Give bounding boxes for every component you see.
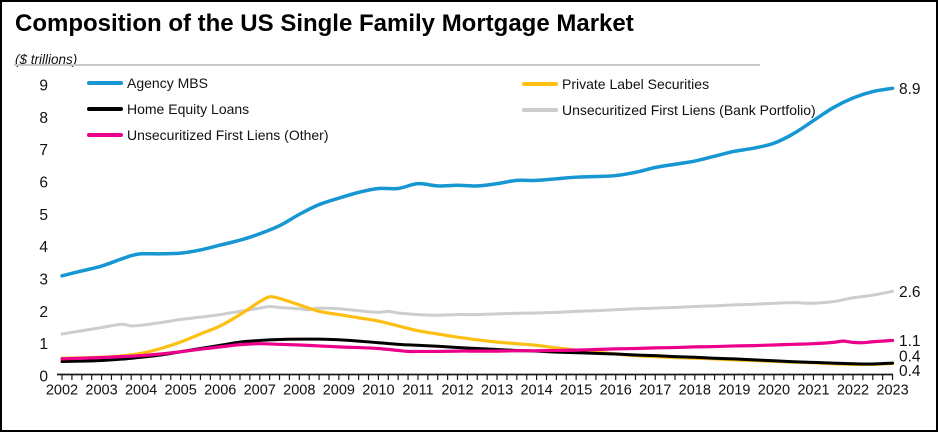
x-tick-label: 2010 [362, 383, 394, 399]
x-tick-label: 2020 [758, 383, 790, 399]
y-tick-label: 0 [39, 369, 48, 386]
end-value-label-other-liens: 1.1 [899, 333, 921, 350]
legend-swatch-agency-mbs [87, 81, 123, 85]
x-tick-label: 2003 [85, 383, 117, 399]
x-tick-label: 2021 [797, 383, 829, 399]
x-tick-label: 2006 [204, 383, 236, 399]
x-tick-label: 2012 [441, 383, 473, 399]
axis-units-label: ($ trillions) [15, 52, 78, 67]
legend-item-unsecuritized-bank: Unsecuritized First Liens (Bank Portfoli… [522, 97, 816, 123]
legend-item-home-equity: Home Equity Loans [87, 96, 329, 122]
x-tick-label: 2017 [639, 383, 671, 399]
title-divider [14, 64, 760, 66]
y-tick-label: 5 [39, 207, 48, 224]
series-line-other-liens [60, 338, 895, 361]
x-tick-label: 2023 [876, 383, 908, 399]
legend-column-left: Agency MBS Home Equity Loans Unsecuritiz… [87, 70, 329, 148]
x-tick-label: 2015 [560, 383, 592, 399]
x-tick-label: 2009 [323, 383, 355, 399]
x-tick-label: 2008 [283, 383, 315, 399]
y-tick-label: 7 [39, 142, 48, 159]
legend-label: Unsecuritized First Liens (Bank Portfoli… [562, 102, 816, 118]
legend-label: Unsecuritized First Liens (Other) [127, 127, 329, 143]
x-tick-label: 2004 [125, 383, 157, 399]
x-tick-label: 2005 [165, 383, 197, 399]
legend-swatch-unsecuritized-bank [522, 108, 558, 112]
legend-swatch-home-equity [87, 107, 123, 111]
legend-label: Agency MBS [127, 75, 208, 91]
y-tick-label: 9 [39, 78, 48, 95]
x-tick-label: 2013 [481, 383, 513, 399]
legend-swatch-private-label [522, 82, 558, 86]
series-line-bank-portfolio [60, 289, 895, 336]
legend-label: Private Label Securities [562, 76, 710, 92]
end-value-label-bank-portfolio: 2.6 [899, 284, 921, 301]
x-tick-label: 2002 [46, 383, 78, 399]
legend-item-unsecuritized-other: Unsecuritized First Liens (Other) [87, 122, 329, 148]
page-title: Composition of the US Single Family Mort… [15, 10, 634, 37]
legend-column-right: Private Label Securities Unsecuritized F… [522, 71, 816, 123]
x-tick-label: 2022 [837, 383, 869, 399]
x-tick-label: 2014 [520, 383, 552, 399]
y-tick-label: 2 [39, 304, 48, 321]
y-tick-label: 8 [39, 110, 48, 127]
series-line-private-label [60, 295, 895, 367]
series-line-agency-mbs [60, 86, 895, 278]
legend-item-private-label: Private Label Securities [522, 71, 816, 97]
legend-swatch-unsecuritized-other [87, 133, 123, 137]
y-tick-label: 1 [39, 336, 48, 353]
legend-label: Home Equity Loans [127, 101, 250, 117]
x-tick-label: 2011 [402, 383, 433, 399]
y-tick-label: 6 [39, 175, 48, 192]
end-value-label-private-label: 0.4 [899, 363, 921, 380]
x-tick-label: 2016 [600, 383, 632, 399]
x-tick-label: 2018 [679, 383, 711, 399]
end-value-label-agency-mbs: 8.9 [899, 81, 921, 98]
x-tick-label: 2019 [718, 383, 750, 399]
legend-item-agency-mbs: Agency MBS [87, 70, 329, 96]
y-tick-label: 3 [39, 272, 48, 289]
y-tick-label: 4 [39, 239, 48, 256]
x-tick-label: 2007 [244, 383, 276, 399]
end-value-label-home-equity: 0.4 [899, 348, 921, 365]
